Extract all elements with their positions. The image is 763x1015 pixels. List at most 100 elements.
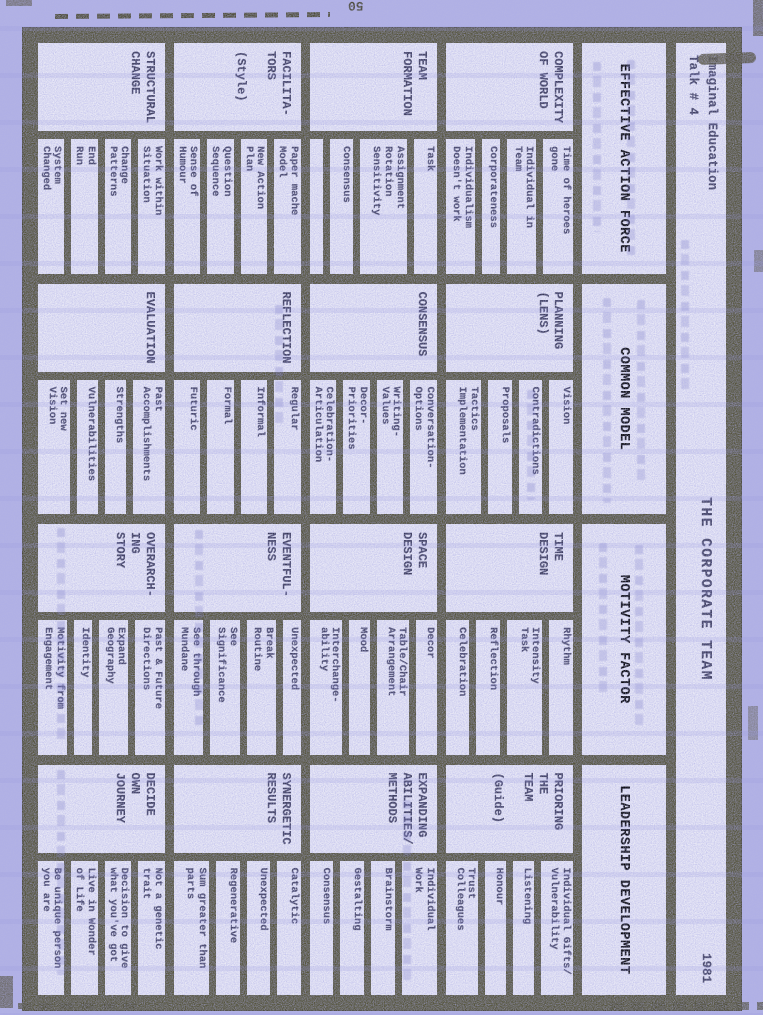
document-year: 1981 [699, 952, 713, 983]
table-row-cell: CONSENSUS Conversation- Options Writing-… [310, 283, 437, 514]
document-id: Imaginal Education Talk # 4 [684, 55, 722, 305]
row-label: EVALUATION [38, 283, 165, 372]
table-row-cell: EVALUATION Past Accomplishments Strength… [38, 283, 165, 514]
cell-item: Change Patterns [105, 139, 132, 274]
cell-item: Trust Colleagues [446, 860, 479, 995]
column-header: MOTIVITY FACTOR [582, 524, 666, 755]
table-column: MOTIVITY FACTOR TIME DESIGN Rhythm Inten… [37, 524, 666, 755]
row-label: EXPANDING ABILITIES/ METHODS [310, 764, 437, 853]
table-grid: EFFECTIVE ACTION FORCE COMPLEXITY OF WOR… [37, 43, 666, 995]
cell-item: Vision [549, 379, 573, 514]
cell-items: Time of heroes gone Individual in Team C… [445, 139, 573, 274]
table-column: EFFECTIVE ACTION FORCE COMPLEXITY OF WOR… [38, 43, 666, 274]
column-header: LEADERSHIP DEVELOPMENT [582, 764, 666, 995]
cell-items: Rhythm Intensity Task Reflection Celebra… [445, 620, 573, 755]
document-paper: Imaginal Education Talk # 4 THE CORPORAT… [37, 43, 726, 995]
cell-item: Expand Geography [99, 620, 129, 755]
scan-smudge [18, 1003, 138, 1009]
cell-item: Mood [349, 620, 370, 755]
cell-item: Catalytic [277, 860, 301, 995]
cell-item: Set new Vision [38, 379, 71, 514]
cell-item: Tactics Implementation [445, 379, 482, 514]
bleed-artifact [635, 545, 643, 725]
cell-item: Formal [207, 379, 234, 514]
cell-item: Decor- Priorities [343, 379, 370, 514]
cell-item: Individualism Doesn't work [445, 139, 476, 274]
cell-item: New Action Plan [241, 139, 268, 274]
table-row-cell: PRIORING THE TEAM (Guide) Individual Gif… [446, 764, 573, 995]
cell-item: Assignment Rotation Sensitivity [360, 139, 407, 274]
cell-item: Reflection [476, 620, 500, 755]
cell-item: Past & Future Directions [135, 620, 165, 755]
cell-item: Past Accomplishments [132, 379, 165, 514]
scan-smudge [754, 250, 763, 272]
cell-item: Regenerative [216, 860, 240, 995]
cell-items: Task Assignment Rotation Sensitivity Con… [310, 139, 437, 274]
cell-item: Rhythm [549, 620, 573, 755]
cell-item: Decor [416, 620, 437, 755]
cell-item: Unexpected [283, 620, 301, 755]
bleed-artifact [681, 240, 689, 390]
row-label: COMPLEXITY OF WORLD [446, 43, 573, 131]
cell-items: Past Accomplishments Strengths Vulnerabi… [38, 379, 165, 514]
bleed-artifact [637, 300, 645, 485]
cell-item: Paper mache Model [274, 139, 301, 274]
table-row-cell: PLANNING (LENS) Vision Contradictions Pr… [445, 283, 573, 514]
table-row-cell: COMPLEXITY OF WORLD Time of heroes gone … [445, 43, 573, 274]
table-row-cell: TIME DESIGN Rhythm Intensity Task Reflec… [445, 524, 573, 755]
table-row-cell: FACILITA- TORS (Style) Paper mache Model… [174, 43, 301, 274]
bleed-artifact [57, 528, 65, 743]
cell-item: Celebration- Articulation [310, 379, 337, 514]
title-row: Imaginal Education Talk # 4 THE CORPORAT… [676, 43, 726, 995]
scan-smudge [0, 976, 13, 1008]
cell-item: Gestalting [340, 860, 364, 995]
cell-items: Catalytic Unexpected Regenerative Sum gr… [173, 860, 301, 995]
bleed-artifact [627, 60, 635, 260]
row-label: FACILITA- TORS (Style) [174, 43, 301, 131]
cell-item: Break Routine [246, 620, 277, 755]
cell-item: Celebration [445, 620, 470, 755]
column-header: COMMON MODEL [582, 283, 666, 514]
scan-smudge [753, 0, 763, 36]
bleed-artifact [603, 298, 611, 503]
cell-item: Brainstorm [371, 860, 395, 995]
bleed-artifact [275, 305, 283, 425]
cell-item: Individual Gifts/ Vulnerability [540, 860, 573, 995]
cell-item: Question Sequence [207, 139, 234, 274]
cell-items: Unexpected Break Routine See Significanc… [173, 620, 301, 755]
cell-item: Consensus [309, 860, 334, 995]
cell-item: Sum greater than parts [173, 860, 210, 995]
row-label: SYNERGETIC RESULTS [174, 764, 301, 853]
scan-smudge [697, 51, 757, 66]
cell-item: Identity [74, 620, 92, 755]
cell-item [310, 139, 324, 274]
cell-item: Task [413, 139, 437, 274]
row-label: EVENTFUL- NESS [174, 524, 301, 612]
document-id-line1: Imaginal Education [705, 55, 719, 191]
scan-smudge [748, 706, 758, 740]
cell-items: Individual Work Brainstorm Gestalting Co… [309, 860, 437, 995]
cell-item: Vulnerabilities [77, 379, 98, 514]
row-label: SPACE DESIGN [310, 524, 437, 612]
row-label: TIME DESIGN [446, 524, 573, 612]
cell-item: Informal [241, 379, 268, 514]
cell-item: Intensity Task [507, 620, 543, 755]
table-column: COMMON MODEL PLANNING (LENS) Vision Cont… [38, 283, 666, 514]
table-row-cell: EXPANDING ABILITIES/ METHODS Individual … [309, 764, 437, 995]
cell-item: Work within Situation [138, 139, 165, 274]
bleed-artifact [527, 390, 535, 500]
row-label: STRUCTURAL CHANGE [38, 43, 165, 131]
bleed-artifact [195, 530, 203, 730]
cell-item: Table/Chair Arrangement [377, 620, 410, 755]
bleed-artifact [593, 62, 601, 232]
cell-item: Interchange- ability [310, 620, 343, 755]
page-number: 50 [347, 0, 364, 14]
table-row-cell: SPACE DESIGN Decor Table/Chair Arrangeme… [310, 524, 437, 755]
cell-items: Paper mache Model New Action Plan Questi… [174, 139, 301, 274]
scan-smudge [610, 1002, 763, 1010]
cell-item: Individual in Team [507, 139, 537, 274]
cell-item: Proposals [488, 379, 512, 514]
cell-item: Time of heroes gone [543, 139, 573, 274]
cell-item: See Significance [210, 620, 240, 755]
cell-items: Conversation- Options Writing- Values De… [310, 379, 437, 514]
